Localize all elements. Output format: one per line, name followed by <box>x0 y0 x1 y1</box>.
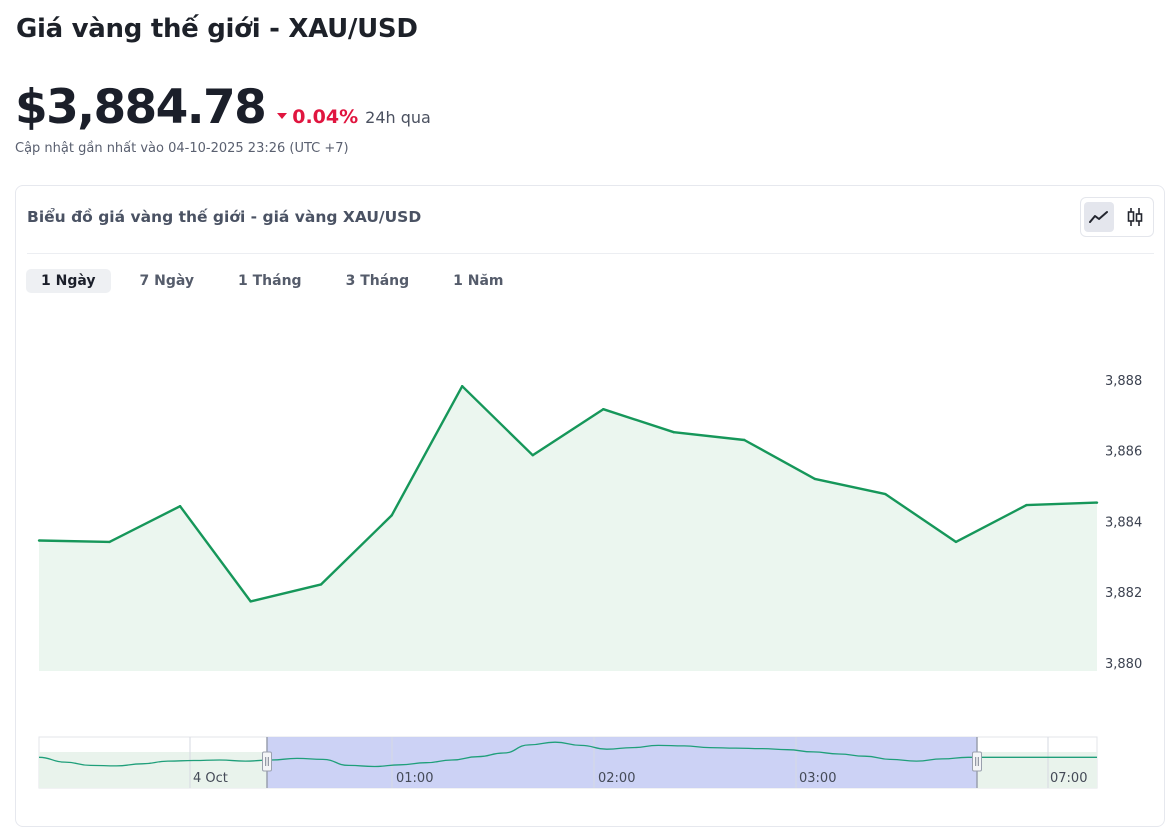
last-updated: Cập nhật gần nhất vào 04-10-2025 23:26 (… <box>15 141 349 156</box>
price-change: 0.04% 24h qua <box>277 106 431 128</box>
price-chart: 3,888 3,886 3,884 3,882 3,880 4 Oct 01:00 02:00… <box>37 374 1142 789</box>
handle-grip <box>972 751 982 772</box>
y-tick-label: 3,888 <box>1105 374 1142 389</box>
y-tick-label: 3,886 <box>1105 445 1142 460</box>
chart-title: Biểu đồ giá vàng thế giới - giá vàng XAU… <box>27 208 422 226</box>
handle-grip <box>262 751 272 772</box>
data-point-12 <box>884 492 887 496</box>
tab-1-year[interactable]: 1 Năm <box>453 273 504 289</box>
data-point-10 <box>743 438 746 442</box>
navigator-line <box>38 741 1097 768</box>
page-title: Giá vàng thế giới - XAU/USD <box>16 14 418 44</box>
data-point-9 <box>672 430 675 434</box>
navigator-selection <box>267 737 977 788</box>
data-point-5 <box>390 514 393 517</box>
card-divider <box>27 253 1154 254</box>
tab-1-day[interactable]: 1 Ngày <box>26 269 111 293</box>
data-point-6 <box>461 384 464 388</box>
current-price: $3,884.78 <box>15 80 267 135</box>
price-row: $3,884.78 0.04% 24h qua <box>15 80 431 135</box>
data-point-14 <box>1025 503 1028 507</box>
navigator-label: 07:00 <box>1050 771 1087 786</box>
navigator-area-left <box>39 752 267 788</box>
navigator-handle-right[interactable] <box>972 737 982 788</box>
tab-1-month[interactable]: 1 Tháng <box>238 273 302 289</box>
candlestick-button[interactable] <box>1120 202 1150 232</box>
change-percent: 0.04% <box>292 106 359 128</box>
data-point-15 <box>1095 501 1099 504</box>
line-chart-button[interactable] <box>1084 202 1114 232</box>
tab-7-days[interactable]: 7 Ngày <box>139 273 195 289</box>
data-point-4 <box>319 583 323 586</box>
down-arrow-icon <box>277 113 288 119</box>
navigator-area-right <box>977 752 1097 788</box>
y-tick-label: 3,884 <box>1105 515 1142 530</box>
y-tick-label: 3,882 <box>1105 586 1142 601</box>
data-point-11 <box>813 477 817 481</box>
navigator-label: 01:00 <box>396 771 433 786</box>
data-point-1 <box>108 540 111 544</box>
data-point-3 <box>249 600 252 603</box>
data-point-8 <box>602 407 605 411</box>
data-point-13 <box>954 540 958 544</box>
y-tick-label: 3,880 <box>1105 657 1142 672</box>
change-period: 24h qua <box>365 108 431 127</box>
line-chart-icon <box>1089 211 1108 223</box>
range-tabs: 1 Ngày 7 Ngày 1 Tháng 3 Tháng 1 Năm <box>26 269 533 293</box>
tab-3-months[interactable]: 3 Tháng <box>345 273 410 289</box>
chart-type-toggle <box>1080 197 1154 237</box>
navigator-label: 02:00 <box>598 771 635 786</box>
candlestick-icon <box>1127 208 1143 226</box>
price-line <box>38 385 1098 603</box>
data-point-2 <box>178 504 182 508</box>
data-point-7 <box>531 454 534 457</box>
area-fill <box>39 386 1097 671</box>
navigator-handle-left[interactable] <box>262 737 272 788</box>
navigator-label: 03:00 <box>799 771 836 786</box>
data-point-0 <box>37 539 41 542</box>
navigator-label: 4 Oct <box>193 771 228 786</box>
